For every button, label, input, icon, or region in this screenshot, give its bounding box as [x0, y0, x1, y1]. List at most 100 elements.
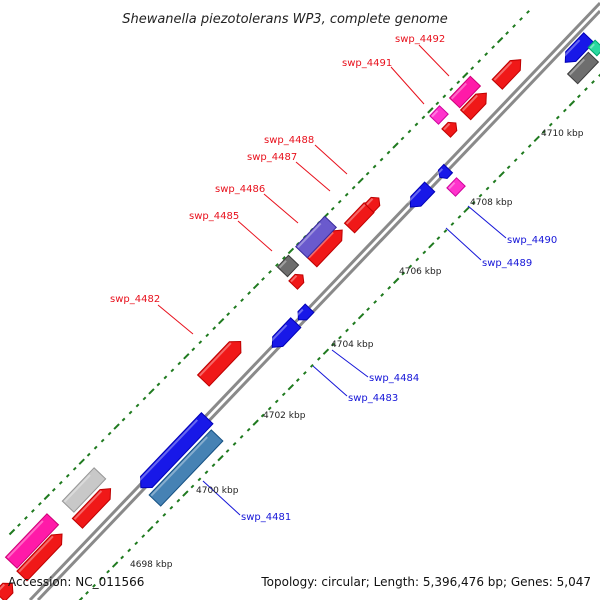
gene-feature-steelblue[interactable] [148, 429, 224, 507]
tick-mark-lower [106, 569, 111, 574]
gene-feature-red-upper[interactable] [459, 92, 487, 121]
leader-swp_4489 [445, 227, 482, 261]
gene-label-swp_4491[interactable]: swp_4491 [342, 58, 392, 69]
gene-feature-swp_4489[interactable] [406, 181, 436, 208]
tick-mark-upper [456, 80, 461, 85]
tick-mark-lower [309, 363, 314, 368]
tick-mark-upper [205, 333, 210, 338]
gene-feature-swp_4486[interactable] [295, 215, 337, 259]
label-leader-lines [157, 44, 507, 516]
tick-mark-lower [190, 484, 195, 489]
gene-feature-swp_4484[interactable] [295, 303, 315, 321]
tick-mark-upper [505, 31, 509, 35]
gene-label-swp_4485[interactable]: swp_4485 [189, 211, 239, 222]
tick-mark-upper [86, 452, 91, 457]
tick-mark-upper [512, 24, 516, 28]
gene-label-swp_4489[interactable]: swp_4489 [482, 258, 532, 269]
tick-mark-lower [345, 328, 349, 333]
gene-label-swp_4488[interactable]: swp_4488 [264, 135, 314, 146]
tick-mark-lower [478, 193, 483, 198]
tick-mark-lower [492, 179, 497, 184]
gene-label-swp_4482[interactable]: swp_4482 [110, 294, 160, 305]
tick-mark-lower [408, 264, 413, 269]
gene-feature-swp_4487-tip[interactable] [364, 196, 381, 213]
tick-mark-upper [170, 368, 175, 373]
gene-label-swp_4483[interactable]: swp_4483 [348, 393, 398, 404]
gene-feature-teal-edge[interactable] [587, 39, 600, 57]
tick-mark-lower [260, 413, 265, 418]
tick-mark-upper [400, 136, 405, 141]
tick-mark-upper [58, 480, 63, 485]
tick-mark-upper [198, 340, 203, 345]
tick-mark-lower [366, 307, 371, 312]
gene-feature-swp_4485[interactable] [276, 254, 300, 278]
tick-mark-upper [365, 171, 370, 176]
tick-mark-upper [156, 382, 161, 387]
gene-feature-grey-top[interactable] [566, 51, 600, 85]
gene-labels: swp_4492 swp_4491 swp_4488 swp_4487 swp_… [110, 34, 557, 523]
gene-label-swp_4490[interactable]: swp_4490 [507, 235, 557, 246]
tick-mark-upper [526, 10, 530, 14]
leader-swp_4486 [263, 193, 299, 224]
tick-mark-lower [274, 399, 279, 404]
leader-swp_4492 [418, 44, 450, 77]
tick-mark-lower [541, 129, 546, 134]
gene-feature-red-lower[interactable] [71, 488, 112, 529]
tick-mark-lower [393, 277, 400, 284]
tick-mark-lower [506, 165, 511, 170]
tick-mark-upper [421, 115, 426, 120]
tick-mark-upper [17, 523, 21, 527]
gene-feature-swp_4491[interactable] [429, 105, 449, 125]
tick-mark-lower [252, 419, 259, 426]
gene-feature-magenta-lower[interactable] [4, 513, 60, 569]
tick-mark-upper [519, 17, 523, 21]
accession-text: Accession: NC_011566 [8, 575, 144, 589]
tick-mark-upper [148, 388, 155, 395]
tick-mark-upper [344, 192, 349, 197]
gene-label-swp_4484[interactable]: swp_4484 [369, 373, 419, 384]
gene-feature-red-bottom[interactable] [16, 533, 63, 582]
gene-feature-swp_4482[interactable] [196, 340, 242, 387]
gene-label-swp_4486[interactable]: swp_4486 [215, 184, 265, 195]
tick-mark-lower [99, 576, 103, 581]
gene-label-swp_4487[interactable]: swp_4487 [247, 152, 297, 163]
gene-label-swp_4481[interactable]: swp_4481 [241, 512, 291, 523]
gene-feature-lightgrey[interactable] [61, 467, 107, 513]
tick-mark-upper [427, 107, 434, 114]
gene-feature-blue-top[interactable] [561, 32, 595, 63]
gene-feature-magenta-4492[interactable] [448, 75, 482, 109]
gene-feature-red-4485[interactable] [288, 273, 305, 290]
tick-mark-upper [78, 458, 85, 465]
scale-label-4702: 4702 kbp [263, 411, 306, 421]
leader-swp_4485 [237, 220, 273, 252]
gene-feature-swp_4490-a[interactable] [436, 163, 454, 179]
tick-mark-lower [485, 186, 490, 191]
gene-feature-swp_4490[interactable] [446, 177, 466, 197]
tick-mark-lower [147, 525, 154, 533]
tick-mark-lower [134, 541, 139, 546]
gene-feature-swp_4483[interactable] [268, 317, 302, 348]
gene-label-swp_4492[interactable]: swp_4492 [395, 34, 445, 45]
leader-swp_4490 [467, 205, 507, 239]
tick-mark-upper [287, 247, 295, 255]
tick-mark-lower [533, 135, 540, 143]
tick-mark-upper [65, 473, 70, 478]
tick-mark-upper [477, 59, 482, 64]
gene-feature-red-small[interactable] [441, 121, 458, 138]
scale-label-4710: 4710 kbp [541, 129, 584, 139]
genome-backbone [28, 1, 600, 600]
tick-mark-lower [92, 583, 96, 588]
tick-mark-lower [498, 171, 505, 178]
tick-mark-lower [380, 293, 385, 297]
tick-mark-upper [142, 396, 147, 401]
gene-feature-swp_4492[interactable] [491, 59, 522, 90]
tick-mark-lower [457, 214, 462, 219]
tick-mark-upper [386, 150, 391, 155]
tick-mark-lower [78, 596, 84, 600]
tick-mark-lower [176, 498, 181, 503]
tick-mark-lower [450, 222, 455, 226]
tick-mark-lower [584, 87, 588, 92]
gene-feature-swp_4481[interactable] [136, 412, 214, 489]
leader-swp_4484 [331, 349, 369, 378]
tick-mark-upper [252, 282, 260, 290]
